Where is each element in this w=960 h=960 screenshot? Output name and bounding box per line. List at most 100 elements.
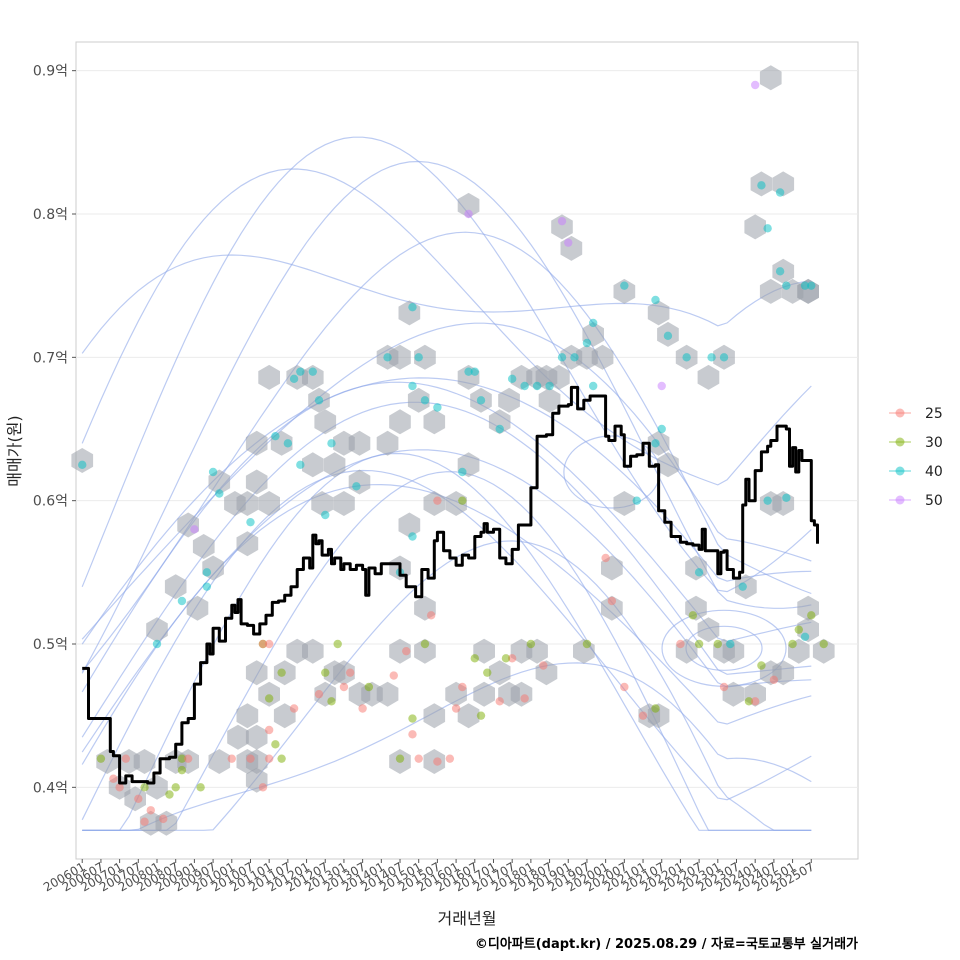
scatter-point	[389, 671, 398, 680]
hexbin-cell	[591, 344, 614, 370]
scatter-point	[564, 238, 573, 247]
hexbin-cell	[258, 681, 280, 707]
scatter-point	[333, 639, 342, 649]
y-tick-label: 0.6억	[33, 494, 68, 510]
scatter-point	[165, 790, 174, 799]
scatter-point	[800, 281, 810, 290]
hexbin-cell	[423, 409, 446, 435]
legend-label: 30	[925, 435, 943, 451]
hexbin-cell	[236, 491, 259, 516]
scatter-point	[177, 765, 187, 775]
scatter-point	[321, 668, 330, 677]
hexbin-cell	[613, 491, 636, 516]
scatter-point	[464, 209, 473, 219]
scatter-point	[483, 668, 492, 677]
hexbin-cell	[236, 531, 259, 557]
scatter-point	[420, 639, 430, 649]
hexbin-cell	[146, 617, 168, 643]
scatter-point	[570, 353, 579, 362]
scatter-point	[196, 783, 205, 792]
scatter-point	[258, 639, 268, 649]
scatter-point	[520, 694, 529, 703]
scatter-point	[433, 403, 442, 412]
legend-key-point	[895, 495, 905, 505]
scatter-point	[78, 460, 87, 470]
hexbin-cell	[245, 724, 268, 750]
hexbin-cell	[258, 364, 280, 390]
scatter-point	[183, 754, 193, 763]
hexbin-cell	[389, 638, 411, 664]
scatter-point	[775, 188, 785, 197]
hexbin-cell	[548, 364, 570, 390]
scatter-point	[719, 353, 729, 362]
scatter-point	[289, 704, 299, 713]
scatter-point	[507, 654, 517, 663]
hexbin-cell	[323, 452, 346, 478]
scatter-point	[208, 467, 218, 477]
scatter-point	[296, 367, 305, 376]
y-axis: 0.4억 0.5억 0.6억 0.7억 0.8억 0.9억	[33, 64, 76, 796]
trend-line-layer	[82, 385, 819, 785]
scatter-point	[651, 295, 660, 305]
hexbin-cell	[647, 300, 670, 326]
scatter-point	[277, 754, 286, 763]
hexbin-cell	[488, 660, 511, 686]
y-tick-label: 0.8억	[33, 207, 68, 223]
y-tick-label: 0.4억	[33, 780, 68, 796]
hexbin-cell	[146, 774, 168, 800]
scatter-point	[582, 639, 592, 649]
scatter-point	[638, 711, 648, 720]
hexbin-cell	[311, 491, 333, 516]
scatter-point	[688, 611, 698, 620]
y-axis-title: 매매가(원)	[5, 415, 24, 486]
hexbin-cell	[227, 724, 249, 750]
hexbin-cell	[389, 344, 411, 370]
scatter-point	[738, 582, 747, 591]
legend-key-point	[895, 466, 905, 476]
hexbin-cell	[302, 452, 324, 478]
scatter-point	[383, 353, 392, 362]
scatter-point	[470, 654, 479, 663]
scatter-point	[339, 682, 349, 692]
scatter-point	[539, 661, 548, 670]
scatter-point	[632, 496, 641, 505]
scatter-point	[663, 331, 673, 341]
density-contour	[82, 540, 812, 831]
scatter-point	[657, 381, 666, 391]
scatter-point	[171, 783, 180, 792]
scatter-point	[296, 460, 305, 470]
scatter-point	[800, 632, 810, 642]
scatter-point	[495, 424, 504, 434]
scatter-point	[227, 754, 236, 763]
hexbin-cell	[457, 192, 480, 218]
scatter-point	[364, 682, 374, 692]
hexbin-cell	[208, 749, 231, 774]
scatter-point	[264, 754, 274, 763]
scatter-point	[495, 697, 504, 706]
scatter-point	[694, 568, 704, 577]
hexbin-cell	[697, 617, 720, 643]
scatter-point	[327, 697, 336, 706]
scatter-point	[750, 80, 760, 90]
scatter-point	[769, 675, 779, 685]
hexbin-cell	[133, 749, 156, 774]
scatter-point	[601, 553, 610, 563]
legend: 25 30 40 50	[889, 406, 943, 509]
scatter-point	[289, 374, 299, 384]
hexbin-cell	[333, 491, 355, 516]
scatter-point	[408, 532, 417, 541]
scatter-point	[395, 754, 405, 763]
scatter-point	[264, 725, 274, 735]
hexbin-cell	[759, 278, 782, 304]
scatter-point	[426, 611, 436, 620]
density-contour	[81, 254, 812, 354]
hexbin-cell	[414, 344, 436, 370]
hexbin-cell	[488, 409, 511, 435]
density-contour	[82, 471, 812, 831]
hexbin-cell	[286, 638, 308, 664]
hexbin-cell	[164, 574, 187, 600]
scatter-point	[402, 646, 411, 656]
scatter-point	[358, 704, 367, 713]
scatter-point	[109, 774, 118, 783]
scatter-point	[121, 754, 131, 763]
